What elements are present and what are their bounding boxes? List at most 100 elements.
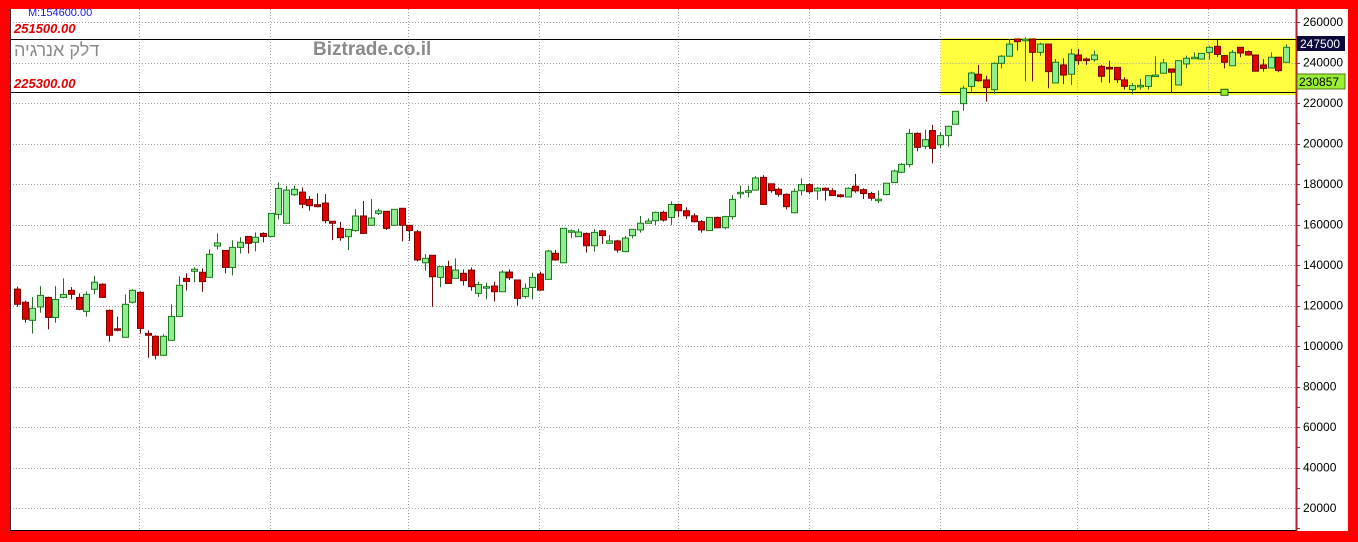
candle [191, 267, 198, 283]
candle [991, 62, 998, 94]
candle [283, 186, 290, 224]
candle [1283, 44, 1290, 63]
candle [691, 213, 698, 223]
candle-body-up [752, 177, 759, 191]
candle-body-down [1260, 64, 1267, 69]
candle-body-down [775, 188, 782, 195]
candle [222, 249, 229, 274]
candle-body-up [83, 293, 90, 312]
candle [829, 188, 836, 197]
candle [937, 132, 944, 149]
candle [868, 191, 875, 201]
candles [14, 37, 1290, 360]
candle [206, 249, 213, 278]
candle [406, 224, 413, 242]
candle [768, 183, 775, 193]
candle-body-up [176, 284, 183, 317]
y-tick-label: 80000 [1303, 380, 1337, 394]
candle-body-up [268, 212, 275, 237]
candle [37, 286, 44, 313]
candle-body-down [1029, 38, 1036, 53]
candle [360, 201, 367, 234]
candle [68, 287, 75, 300]
candle-body-down [1014, 38, 1021, 43]
candle [706, 216, 713, 232]
candle-body-up [737, 191, 744, 195]
candle-body-up [791, 190, 798, 214]
candle-body-up [845, 187, 852, 198]
candle [60, 278, 67, 299]
candle-body-down [260, 232, 267, 237]
last-price-tag: 247500 [1297, 36, 1345, 51]
candle-body-down [491, 285, 498, 293]
candle [468, 267, 475, 291]
candle-body-up [52, 298, 59, 318]
candle [422, 254, 429, 271]
candle [199, 268, 206, 292]
candle-body-up [875, 198, 882, 202]
candle-body-up [722, 216, 729, 229]
candle [998, 55, 1005, 69]
candle [1214, 39, 1221, 58]
candle-body-down [975, 73, 982, 82]
candle [291, 185, 298, 196]
candle [891, 169, 898, 184]
candle-body-down [1106, 66, 1113, 70]
candle [1022, 37, 1029, 82]
candle-body-down [414, 231, 421, 261]
candle [499, 270, 506, 293]
candle-body-up [622, 237, 629, 253]
candle-body-up [645, 220, 652, 224]
candle [245, 235, 252, 254]
candle-body-up [291, 188, 298, 196]
candle [329, 220, 336, 241]
candle [375, 208, 382, 215]
candle [491, 281, 498, 302]
candle [114, 316, 121, 332]
candle-body-up [545, 250, 552, 280]
candle-body-down [306, 198, 313, 207]
candle-body-up [937, 135, 944, 146]
candle [775, 187, 782, 197]
candle-body-down [145, 332, 152, 336]
candle-body-up [452, 269, 459, 279]
candle-body-down [829, 190, 836, 197]
candle [1198, 52, 1205, 60]
candle-body-down [429, 254, 436, 278]
candle [1106, 60, 1113, 83]
candle [237, 237, 244, 254]
candle-body-up [906, 132, 913, 166]
candle-body-up [252, 236, 259, 243]
candle [1114, 66, 1121, 83]
candle-body-up [1006, 43, 1013, 57]
candle-body-up [191, 268, 198, 272]
candle-body-down [299, 191, 306, 205]
candle [537, 271, 544, 291]
candle-body-down [660, 211, 667, 221]
candle [1029, 38, 1036, 82]
candle-body-up [168, 315, 175, 341]
candle [814, 187, 821, 200]
candle-body-down [983, 79, 990, 89]
candle [952, 110, 959, 125]
candle-body-down [445, 266, 452, 284]
candle-body-down [1245, 51, 1252, 56]
candle [1183, 55, 1190, 69]
candle-body-down [783, 193, 790, 208]
candle [506, 269, 513, 280]
candle-body-up [1229, 51, 1236, 67]
candle [252, 232, 259, 252]
candle-body-down [837, 194, 844, 198]
candle-body-down [552, 252, 559, 261]
candle [1152, 56, 1159, 78]
level-marker[interactable] [1220, 88, 1229, 96]
y-tick-label: 120000 [1303, 299, 1343, 313]
candle [91, 275, 98, 295]
candle-body-up [499, 271, 506, 293]
plot-area [10, 9, 1296, 531]
price-axis: 260000 240000 220000 200000 180000 160000 1400… [1296, 15, 1343, 529]
candle-body-down [514, 279, 521, 299]
candle-body-up [1137, 84, 1144, 88]
candle-body-down [506, 271, 513, 279]
candle [960, 85, 967, 111]
